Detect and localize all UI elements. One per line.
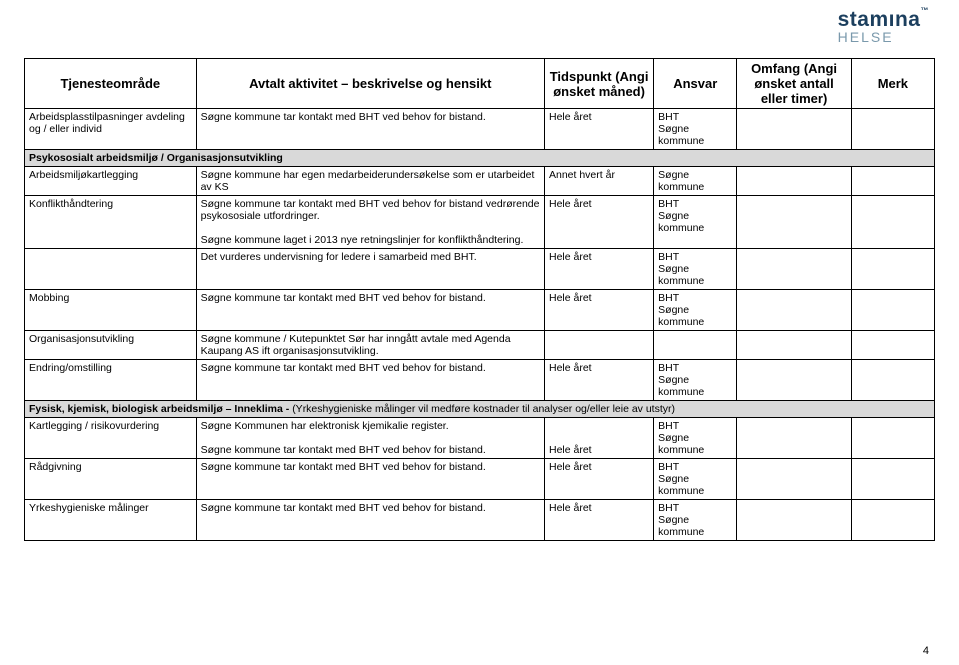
section-label-rest: (Yrkeshygieniske målinger vil medføre ko… [292,403,675,415]
logo-brand-text: stamına [838,8,921,31]
cell-c3: Annet hvert år [544,167,653,196]
section-header-cell: Fysisk, kjemisk, biologisk arbeidsmiljø … [25,401,935,418]
cell-c5 [737,167,851,196]
cell-c1: Endring/omstilling [25,360,197,401]
cell-c2: Søgne kommune tar kontakt med BHT ved be… [196,360,544,401]
cell-c3 [544,331,653,360]
cell-c4: BHT Søgne kommune [654,109,737,150]
cell-c4: BHT Søgne kommune [654,360,737,401]
section-label-bold: Fysisk, kjemisk, biologisk arbeidsmiljø … [29,403,292,415]
cell-c6 [851,360,934,401]
cell-c5 [737,249,851,290]
table-row: Arbeidsplasstilpasninger avdeling og / e… [25,109,935,150]
col-aktivitet: Avtalt aktivitet – beskrivelse og hensik… [196,59,544,109]
cell-c2: Søgne kommune har egen medarbeiderunders… [196,167,544,196]
logo-tm: ™ [921,6,930,15]
main-table-wrap: Tjenesteområde Avtalt aktivitet – beskri… [24,58,935,541]
cell-c1: Yrkeshygieniske målinger [25,500,197,541]
page-number: 4 [923,645,929,657]
cell-c6 [851,459,934,500]
cell-c3: Hele året [544,459,653,500]
cell-c2: Det vurderes undervisning for ledere i s… [196,249,544,290]
cell-c4: BHT Søgne kommune [654,418,737,459]
cell-c5 [737,196,851,249]
cell-c6 [851,196,934,249]
cell-c1 [25,249,197,290]
table-row: Endring/omstillingSøgne kommune tar kont… [25,360,935,401]
cell-c2: Søgne kommune tar kontakt med BHT ved be… [196,196,544,249]
cell-c2: Søgne kommune tar kontakt med BHT ved be… [196,109,544,150]
cell-c6 [851,249,934,290]
cell-c1: Arbeidsplasstilpasninger avdeling og / e… [25,109,197,150]
cell-c1: Mobbing [25,290,197,331]
section-label-bold: Psykososialt arbeidsmiljø / Organisasjon… [29,152,283,164]
cell-c6 [851,500,934,541]
cell-c1: Organisasjonsutvikling [25,331,197,360]
cell-c6 [851,109,934,150]
table-row: Fysisk, kjemisk, biologisk arbeidsmiljø … [25,401,935,418]
cell-c4: Søgne kommune [654,167,737,196]
table-row: RådgivningSøgne kommune tar kontakt med … [25,459,935,500]
cell-c5 [737,331,851,360]
table-header-row: Tjenesteområde Avtalt aktivitet – beskri… [25,59,935,109]
cell-c1: Arbeidsmiljøkartlegging [25,167,197,196]
cell-c3: Hele året [544,418,653,459]
cell-c4 [654,331,737,360]
cell-c3: Hele året [544,500,653,541]
cell-c3: Hele året [544,196,653,249]
cell-c4: BHT Søgne kommune [654,249,737,290]
cell-c2: Søgne kommune tar kontakt med BHT ved be… [196,459,544,500]
cell-c5 [737,500,851,541]
activity-table: Tjenesteområde Avtalt aktivitet – beskri… [24,58,935,541]
table-row: MobbingSøgne kommune tar kontakt med BHT… [25,290,935,331]
cell-c6 [851,418,934,459]
table-row: Yrkeshygieniske målingerSøgne kommune ta… [25,500,935,541]
cell-c4: BHT Søgne kommune [654,500,737,541]
table-body: Arbeidsplasstilpasninger avdeling og / e… [25,109,935,541]
cell-c6 [851,331,934,360]
table-row: OrganisasjonsutviklingSøgne kommune / Ku… [25,331,935,360]
cell-c2: Søgne kommune / Kutepunktet Sør har inng… [196,331,544,360]
cell-c3: Hele året [544,249,653,290]
cell-c3: Hele året [544,109,653,150]
cell-c4: BHT Søgne kommune [654,290,737,331]
cell-c6 [851,167,934,196]
cell-c4: BHT Søgne kommune [654,196,737,249]
col-tidspunkt: Tidspunkt (Angi ønsket måned) [544,59,653,109]
table-row: Det vurderes undervisning for ledere i s… [25,249,935,290]
cell-c2: Søgne kommune tar kontakt med BHT ved be… [196,290,544,331]
cell-c5 [737,418,851,459]
cell-c5 [737,109,851,150]
cell-c1: Kartlegging / risikovurdering [25,418,197,459]
cell-c3: Hele året [544,360,653,401]
table-row: Psykososialt arbeidsmiljø / Organisasjon… [25,150,935,167]
cell-c3: Hele året [544,290,653,331]
cell-c4: BHT Søgne kommune [654,459,737,500]
cell-c2: Søgne kommune tar kontakt med BHT ved be… [196,500,544,541]
section-header-cell: Psykososialt arbeidsmiljø / Organisasjon… [25,150,935,167]
col-omfang: Omfang (Angi ønsket antall eller timer) [737,59,851,109]
table-row: Kartlegging / risikovurderingSøgne Kommu… [25,418,935,459]
cell-c1: Rådgivning [25,459,197,500]
cell-c1: Konflikthåndtering [25,196,197,249]
cell-c5 [737,459,851,500]
table-row: ArbeidsmiljøkartleggingSøgne kommune har… [25,167,935,196]
cell-c2: Søgne Kommunen har elektronisk kjemikali… [196,418,544,459]
table-row: KonflikthåndteringSøgne kommune tar kont… [25,196,935,249]
logo-main: stamına™ [838,8,929,32]
col-merk: Merk [851,59,934,109]
col-tjenesteomrade: Tjenesteområde [25,59,197,109]
cell-c5 [737,360,851,401]
cell-c6 [851,290,934,331]
col-ansvar: Ansvar [654,59,737,109]
brand-logo: stamına™ HELSE [838,8,929,45]
cell-c5 [737,290,851,331]
